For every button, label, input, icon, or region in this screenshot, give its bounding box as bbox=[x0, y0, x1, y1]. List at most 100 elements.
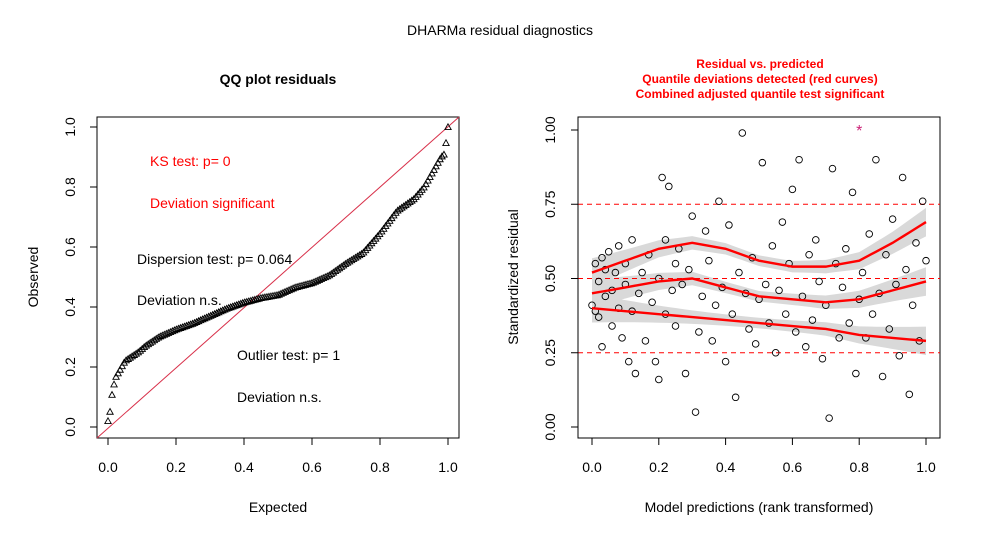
quantile-curve bbox=[591, 221, 927, 274]
qq-point bbox=[423, 176, 432, 184]
qq-point bbox=[357, 249, 366, 257]
residual-point bbox=[842, 245, 850, 253]
residual-point bbox=[761, 280, 770, 289]
residual-point bbox=[815, 277, 823, 286]
residual-point bbox=[681, 369, 690, 378]
residual-point bbox=[775, 286, 783, 295]
qq-x-axis: 0.0 0.2 0.4 0.6 0.8 1.0 bbox=[98, 437, 458, 475]
residual-point bbox=[631, 369, 640, 378]
dispersion-test-annotation: Dispersion test: p= 0.064 bbox=[137, 251, 292, 267]
residual-x-tick-label: 0.6 bbox=[783, 459, 803, 475]
residual-point bbox=[624, 357, 633, 366]
residual-point bbox=[791, 328, 800, 336]
residual-point bbox=[735, 268, 743, 277]
residual-point bbox=[908, 301, 917, 309]
residual-point bbox=[658, 173, 666, 182]
residual-x-axis-label: Model predictions (rank transformed) bbox=[645, 499, 874, 515]
residual-point bbox=[825, 414, 833, 422]
quantile-reference-lines bbox=[578, 203, 940, 354]
quantile-confidence-band bbox=[592, 293, 926, 356]
quantile-confidence-band bbox=[592, 267, 926, 310]
residual-point bbox=[655, 375, 663, 384]
qq-point bbox=[136, 346, 145, 354]
residual-point bbox=[778, 218, 787, 226]
residual-point bbox=[828, 164, 837, 173]
qq-point bbox=[440, 150, 448, 158]
qq-x-tick-label: 0.0 bbox=[98, 459, 118, 475]
residual-point bbox=[668, 286, 676, 295]
qq-point bbox=[367, 239, 376, 247]
residual-point bbox=[751, 340, 760, 348]
qq-point bbox=[112, 372, 121, 380]
outlier-test-annotation: Outlier test: p= 1 bbox=[237, 347, 340, 363]
residual-point bbox=[905, 390, 914, 399]
residual-x-tick-label: 0.4 bbox=[716, 459, 736, 475]
dispersion-deviation-annotation: Deviation n.s. bbox=[137, 292, 222, 308]
residual-point bbox=[594, 313, 603, 321]
residual-point bbox=[614, 242, 623, 250]
residual-x-tick-label: 0.8 bbox=[849, 459, 869, 475]
residual-x-tick-label: 0.2 bbox=[649, 459, 669, 475]
residual-plot-title-line-2: Quantile deviations detected (red curves… bbox=[642, 72, 877, 86]
residual-point bbox=[665, 182, 673, 191]
qq-point bbox=[411, 192, 420, 200]
residual-point bbox=[835, 334, 843, 342]
qq-point bbox=[421, 179, 430, 188]
qq-point bbox=[138, 344, 147, 352]
residual-point bbox=[738, 129, 747, 137]
qq-point bbox=[444, 122, 452, 131]
residual-point bbox=[728, 310, 737, 318]
qq-point bbox=[363, 243, 372, 251]
residual-point bbox=[781, 310, 790, 318]
residual-point bbox=[878, 372, 887, 381]
residual-point bbox=[691, 408, 700, 416]
residual-point bbox=[912, 239, 920, 247]
residual-point bbox=[685, 265, 693, 274]
quantile-confidence-band bbox=[592, 207, 926, 287]
residual-point bbox=[678, 280, 686, 289]
residual-point bbox=[688, 212, 696, 220]
residual-point bbox=[895, 351, 904, 360]
residual-point bbox=[858, 268, 867, 277]
residual-y-axis: 0.00 0.25 0.50 0.75 1.00 bbox=[542, 116, 579, 441]
qq-x-axis-label: Expected bbox=[249, 499, 307, 515]
residual-point bbox=[641, 337, 650, 345]
qq-point bbox=[427, 169, 436, 177]
quantile-curves-group bbox=[591, 221, 927, 343]
residual-point bbox=[638, 268, 646, 277]
qq-point bbox=[425, 172, 434, 180]
qq-point bbox=[407, 196, 416, 204]
residual-point bbox=[892, 280, 900, 289]
qq-reference-line bbox=[96, 116, 460, 439]
residual-point bbox=[795, 155, 803, 164]
qq-point bbox=[134, 348, 143, 356]
qq-plot-title: QQ plot residuals bbox=[220, 71, 337, 87]
residual-point bbox=[604, 248, 613, 256]
residual-x-tick-label: 0.0 bbox=[582, 459, 602, 475]
residual-point bbox=[818, 354, 827, 363]
residual-point bbox=[768, 242, 777, 250]
residual-point bbox=[608, 322, 616, 330]
residual-y-tick-label: 0.75 bbox=[542, 190, 558, 217]
qq-x-tick-label: 0.8 bbox=[370, 459, 390, 475]
residual-point bbox=[721, 357, 730, 366]
qq-point bbox=[373, 232, 382, 240]
residual-point bbox=[885, 325, 894, 333]
qq-plot-panel: QQ plot residuals 0.0 0.2 0.4 0.6 0.8 1.0 0.0… bbox=[25, 71, 460, 515]
residual-point bbox=[698, 292, 706, 301]
residual-y-axis-label: Standardized residual bbox=[505, 209, 521, 344]
qq-y-axis: 0.0 0.2 0.4 0.6 0.8 1.0 bbox=[62, 117, 97, 437]
residual-point bbox=[651, 357, 660, 366]
residual-point bbox=[902, 265, 910, 274]
qq-point bbox=[104, 416, 112, 425]
qq-point bbox=[116, 365, 125, 373]
qq-point bbox=[369, 236, 378, 244]
qq-point bbox=[120, 358, 129, 366]
residual-vs-predicted-panel: Residual vs. predicted Quantile deviatio… bbox=[505, 57, 941, 515]
qq-point bbox=[409, 195, 418, 203]
residual-point bbox=[745, 325, 753, 333]
qq-point bbox=[413, 190, 422, 198]
qq-x-tick-label: 1.0 bbox=[438, 459, 458, 475]
residual-point bbox=[848, 188, 857, 197]
